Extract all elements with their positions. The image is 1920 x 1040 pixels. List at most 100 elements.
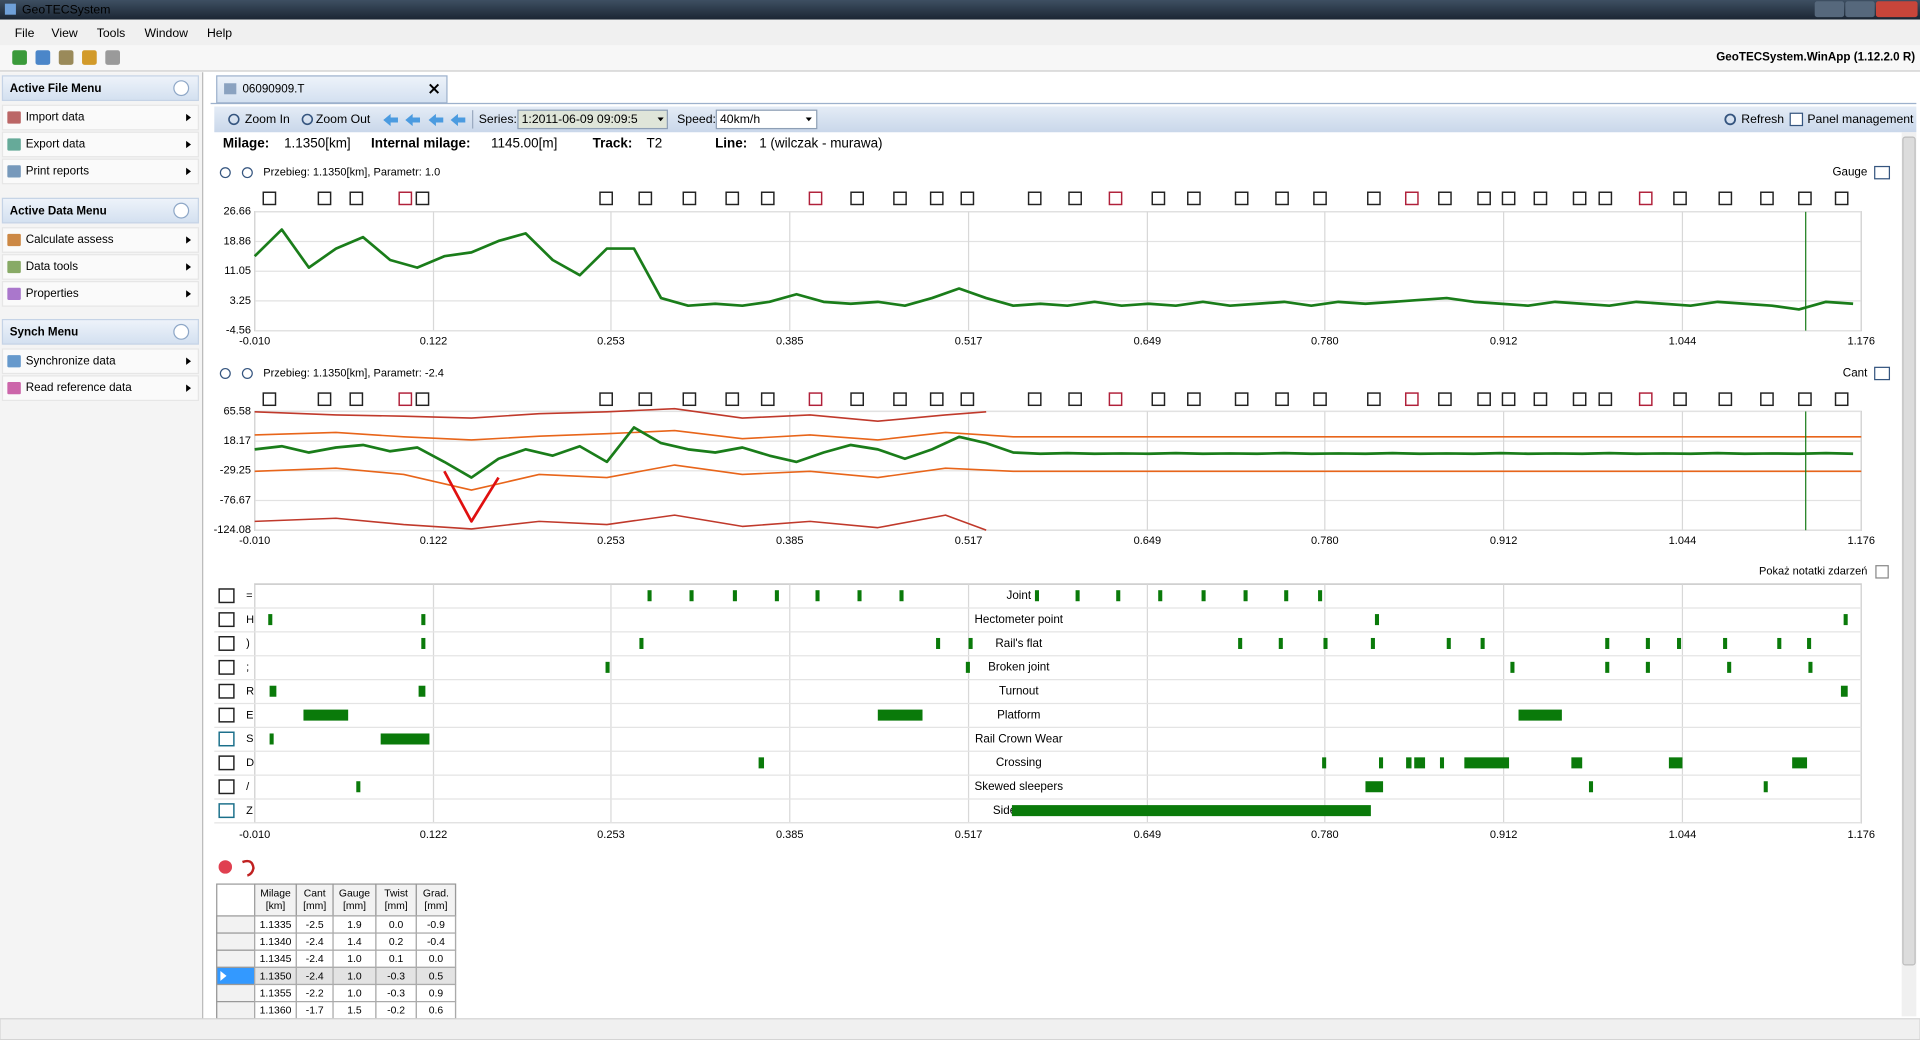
event-bar [857,590,862,602]
row-header[interactable] [216,1001,256,1020]
menu-row[interactable] [1,227,199,253]
section-header[interactable] [1,318,199,345]
column-header-text: Milage [260,889,291,900]
menu-item[interactable]: Tools [97,26,126,40]
zoom-in-icon[interactable] [219,167,231,179]
row-header[interactable] [216,915,256,934]
menu-item[interactable]: Window [144,26,188,40]
section-header[interactable] [1,197,199,224]
menu-row[interactable] [1,104,199,131]
menu-row[interactable] [1,348,199,375]
row-header[interactable] [216,932,256,951]
toolbar-icon[interactable] [35,50,51,65]
info-label: Milage: [223,135,269,150]
zoom-in-button[interactable]: Zoom In [245,112,290,126]
table-cell-text: 1.0 [347,971,362,982]
row-icon [218,731,235,747]
event-bar [1645,661,1650,673]
chart-menu-icon[interactable] [1874,165,1891,180]
menu-row[interactable] [1,281,199,307]
table-cell-text: -2.5 [306,920,324,931]
event-bar [421,614,426,626]
data-line [254,429,1862,441]
row-header[interactable] [216,949,256,968]
event-bar [1677,637,1682,649]
zoom-in-icon[interactable] [219,367,231,379]
event-icon [1501,392,1516,407]
collapse-button[interactable] [173,80,190,97]
event-label: Rail Crown Wear [975,732,1063,745]
chart-menu-icon[interactable] [1874,366,1891,381]
series-select[interactable] [517,109,668,130]
speed-value: 40km/h [720,112,760,126]
toolbar-icon[interactable] [82,50,97,65]
menu-item[interactable]: Help [207,26,232,40]
nav-arrow[interactable] [383,113,398,127]
info-label: Track: [593,135,633,150]
x-tick-label: 1.044 [1669,336,1697,348]
app-version: GeoTECSystem.WinApp (1.12.2.0 R) [1716,51,1915,64]
x-tick-label: 0.649 [1134,535,1162,547]
event-bar [269,733,274,745]
event-icon [1718,392,1733,407]
row-key: / [246,781,250,793]
event-bar [815,590,820,602]
event-bar [647,590,652,602]
toolbar-icon[interactable] [58,50,74,65]
event-icon [725,191,740,206]
row-icon [218,588,235,604]
scroll-thumb[interactable] [1902,136,1916,966]
menu-item[interactable]: File [15,26,35,40]
maximize-button[interactable] [1845,1,1875,18]
sidebar-item: Properties [26,287,79,300]
zoom-out-icon[interactable] [241,167,253,179]
delete-icon[interactable] [218,860,233,874]
table-cell-text: 1.1345 [260,954,292,965]
x-tick-label: 0.122 [420,535,448,547]
menu-item[interactable]: View [51,26,77,40]
collapse-button[interactable] [173,202,190,219]
toolbar-icon[interactable] [105,50,121,65]
table-cell-text: 1.1340 [260,937,292,948]
toolbar-icon[interactable] [12,50,27,65]
close-button[interactable] [1875,1,1918,18]
event-label: Skewed sleepers [975,780,1064,793]
refresh-button[interactable]: Refresh [1741,112,1784,126]
nav-arrow[interactable] [428,113,444,127]
event-icon [1234,191,1249,206]
speed-select[interactable] [715,109,818,130]
nav-arrow[interactable] [405,113,421,127]
menu-row[interactable] [1,158,199,185]
event-bar [1011,805,1371,817]
event-bar [1278,637,1283,649]
collapse-button[interactable] [173,323,190,340]
section-title: Active File Menu [10,82,102,95]
menu-row[interactable] [1,375,199,402]
minimize-button[interactable] [1814,1,1845,18]
app-icon [4,3,16,15]
tab-close[interactable] [429,83,440,94]
event-icon [1798,392,1812,407]
event-bar [605,661,610,673]
event-bar [1406,757,1412,769]
document-tab[interactable] [216,75,448,104]
panel-management-button[interactable]: Panel management [1807,112,1914,126]
zoom-out-button[interactable]: Zoom Out [316,112,371,126]
item-icon [7,111,21,124]
table-cell-text: 1.1355 [260,988,292,999]
event-bar [1571,757,1583,769]
chart-toolbar [214,106,1917,133]
event-label: Broken joint [988,661,1050,674]
event-icon [1275,191,1289,206]
event-icon [638,392,653,407]
row-header[interactable] [216,983,256,1003]
undo-icon[interactable] [242,859,255,877]
event-icon [1572,392,1587,407]
menu-row[interactable] [1,254,199,280]
zoom-out-icon[interactable] [241,367,253,379]
section-header[interactable] [1,75,199,102]
data-line [254,464,1862,491]
info-value: 1.1350[km] [284,135,351,150]
menu-row[interactable] [1,131,199,158]
notes-checkbox[interactable] [1875,565,1889,579]
